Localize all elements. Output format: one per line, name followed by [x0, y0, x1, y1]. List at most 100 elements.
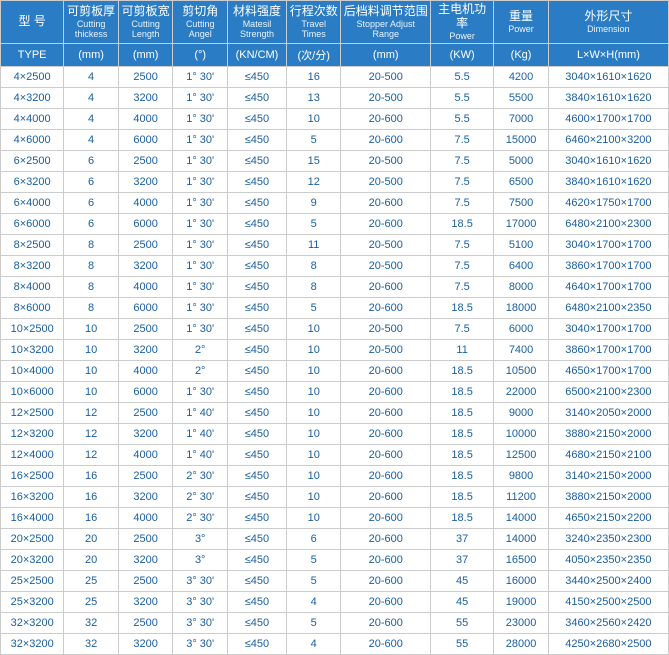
table-row: 32×32003232003° 30'≤450420-6005528000425…	[1, 633, 669, 654]
cell: 1° 30'	[173, 129, 228, 150]
cell: 18.5	[430, 360, 493, 381]
cell: 11200	[494, 486, 549, 507]
col-header-cn: 重量	[496, 10, 546, 24]
col-header-0: 型 号	[1, 1, 64, 44]
cell: ≤450	[227, 276, 286, 297]
cell: ≤450	[227, 528, 286, 549]
cell: 3040×1700×1700	[548, 318, 668, 339]
cell: 6500	[494, 171, 549, 192]
cell: 9800	[494, 465, 549, 486]
cell: 20	[64, 528, 119, 549]
col-header-9: 外形尺寸Dimension	[548, 1, 668, 44]
col-header-cn: 材料强度	[230, 5, 284, 19]
cell: 16×3200	[1, 486, 64, 507]
cell: 4	[286, 591, 341, 612]
cell: 18.5	[430, 423, 493, 444]
cell: ≤450	[227, 318, 286, 339]
cell: 55	[430, 612, 493, 633]
cell: 8×6000	[1, 297, 64, 318]
cell: 6	[64, 150, 119, 171]
cell: 4650×1700×1700	[548, 360, 668, 381]
cell: 7.5	[430, 150, 493, 171]
cell: 3° 30'	[173, 570, 228, 591]
cell: 5500	[494, 87, 549, 108]
unit-cell: (mm)	[341, 43, 431, 66]
col-header-cn: 后档料调节范围	[343, 5, 428, 19]
cell: 18.5	[430, 507, 493, 528]
cell: 2500	[118, 570, 173, 591]
cell: 1° 30'	[173, 255, 228, 276]
cell: 19000	[494, 591, 549, 612]
table-row: 12×40001240001° 40'≤4501020-60018.512500…	[1, 444, 669, 465]
cell: 4150×2500×2500	[548, 591, 668, 612]
cell: 20-600	[341, 549, 431, 570]
cell: 10	[286, 108, 341, 129]
cell: 10×2500	[1, 318, 64, 339]
cell: 20-600	[341, 423, 431, 444]
cell: 10	[286, 486, 341, 507]
cell: 6×3200	[1, 171, 64, 192]
cell: 10	[286, 381, 341, 402]
col-header-en: Cutting thickess	[66, 19, 116, 40]
cell: 8×2500	[1, 234, 64, 255]
cell: 5.5	[430, 108, 493, 129]
cell: 16	[286, 66, 341, 87]
cell: 3840×1610×1620	[548, 87, 668, 108]
cell: 7.5	[430, 234, 493, 255]
cell: 2500	[118, 234, 173, 255]
cell: 22000	[494, 381, 549, 402]
cell: 16×4000	[1, 507, 64, 528]
cell: 3200	[118, 591, 173, 612]
cell: 3040×1610×1620	[548, 150, 668, 171]
table-row: 32×32003225003° 30'≤450520-6005523000346…	[1, 612, 669, 633]
header-row: 型 号可剪板厚Cutting thickess可剪板宽Cutting Lengt…	[1, 1, 669, 44]
cell: 10	[286, 507, 341, 528]
cell: 18.5	[430, 486, 493, 507]
cell: 3200	[118, 255, 173, 276]
cell: 5000	[494, 150, 549, 171]
cell: ≤450	[227, 171, 286, 192]
cell: 20-600	[341, 213, 431, 234]
col-header-cn: 可剪板宽	[121, 5, 171, 19]
cell: 12×4000	[1, 444, 64, 465]
cell: 5	[286, 213, 341, 234]
cell: 1° 30'	[173, 297, 228, 318]
cell: 3200	[118, 171, 173, 192]
cell: 2500	[118, 465, 173, 486]
cell: 6×2500	[1, 150, 64, 171]
cell: 5	[286, 570, 341, 591]
col-header-en: Dimension	[551, 24, 666, 34]
table-row: 4×4000440001° 30'≤4501020-6005.570004600…	[1, 108, 669, 129]
cell: 32	[64, 612, 119, 633]
cell: 10	[64, 318, 119, 339]
cell: 8	[64, 297, 119, 318]
cell: 5	[286, 129, 341, 150]
cell: ≤450	[227, 507, 286, 528]
cell: 18000	[494, 297, 549, 318]
cell: 10	[286, 444, 341, 465]
cell: 20-600	[341, 570, 431, 591]
cell: 20-500	[341, 234, 431, 255]
table-row: 4×2500425001° 30'≤4501620-5005.542003040…	[1, 66, 669, 87]
cell: 4050×2350×2350	[548, 549, 668, 570]
cell: 18.5	[430, 297, 493, 318]
cell: 32×3200	[1, 633, 64, 654]
cell: 20	[64, 549, 119, 570]
cell: 4680×2150×2100	[548, 444, 668, 465]
col-header-cn: 型 号	[3, 15, 61, 29]
cell: 1° 30'	[173, 213, 228, 234]
cell: 20-600	[341, 444, 431, 465]
cell: 3200	[118, 87, 173, 108]
cell: 9	[286, 192, 341, 213]
cell: 3200	[118, 486, 173, 507]
table-row: 16×25001625002° 30'≤4501020-60018.598003…	[1, 465, 669, 486]
table-row: 25×25002525003° 30'≤450520-6004516000344…	[1, 570, 669, 591]
table-row: 8×6000860001° 30'≤450520-60018.518000648…	[1, 297, 669, 318]
cell: 10×4000	[1, 360, 64, 381]
cell: 3200	[118, 423, 173, 444]
table-row: 8×3200832001° 30'≤450820-5007.564003860×…	[1, 255, 669, 276]
cell: 6	[64, 192, 119, 213]
table-row: 6×6000660001° 30'≤450520-60018.517000648…	[1, 213, 669, 234]
cell: 2500	[118, 66, 173, 87]
cell: 20-600	[341, 528, 431, 549]
